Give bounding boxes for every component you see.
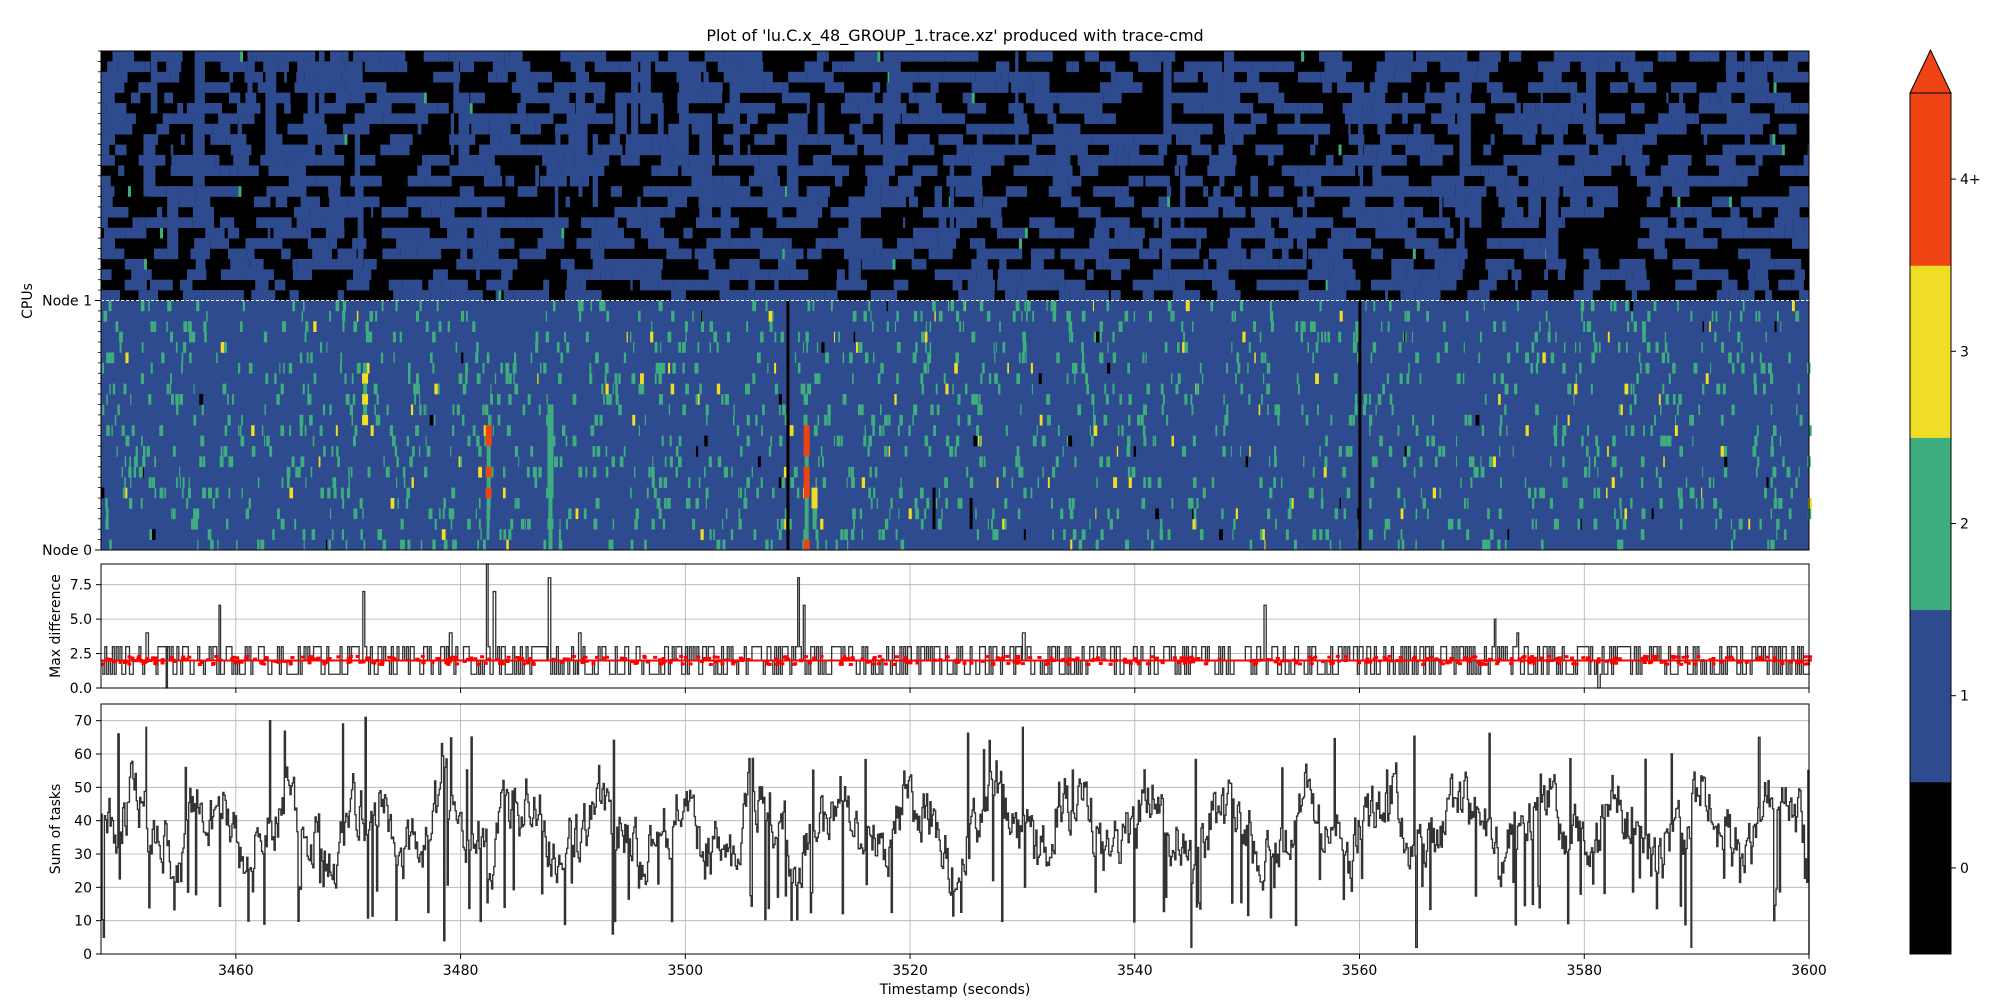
sum-series — [101, 716, 1810, 954]
sum-y-tick-label: 50 — [74, 780, 92, 796]
sum-ylabel: Sum of tasks — [48, 784, 64, 875]
sum-y-tick-label: 20 — [74, 880, 92, 896]
colorbar-segment — [1910, 437, 1951, 611]
heatmap-cells — [101, 51, 1812, 551]
maxdiff-y-tick-label: 5.0 — [70, 612, 92, 628]
heatmap-panel: Node 0 Node 1 CPUs — [20, 50, 1812, 559]
sum-x-tick-label: 3460 — [218, 963, 254, 979]
chart-title: Plot of 'lu.C.x_48_GROUP_1.trace.xz' pro… — [706, 26, 1203, 46]
maxdiff-y-tick-label: 2.5 — [70, 647, 92, 663]
sum-x-tick-label: 3500 — [667, 963, 703, 979]
maxdiff-y-tick-label: 7.5 — [70, 578, 92, 594]
maxdiff-y-tick-label: 0.0 — [70, 681, 92, 697]
sum-x-tick-label: 3540 — [1117, 963, 1153, 979]
colorbar-label: 0 — [1960, 861, 1969, 877]
sum-y-tick-label: 0 — [83, 947, 92, 963]
colorbar-segment — [1910, 265, 1951, 438]
colorbar-segment — [1910, 609, 1951, 783]
colorbar-label: 2 — [1960, 517, 1969, 533]
heatmap-y-ticks: Node 0 Node 1 — [42, 50, 101, 559]
sum-frame — [100, 703, 1810, 955]
heatmap-y-tick-label: Node 1 — [42, 294, 92, 310]
sum-y-tick-label: 60 — [74, 747, 92, 763]
sum-y-tick-label: 70 — [74, 714, 92, 730]
colorbar-segment — [1910, 93, 1951, 266]
heatmap-frame — [100, 50, 1810, 551]
colorbar-extend-arrow — [1909, 48, 1952, 94]
colorbar-label: 3 — [1960, 344, 1969, 360]
sum-xlabel: Timestamp (seconds) — [879, 982, 1031, 998]
sum-line — [101, 716, 1810, 954]
maxdiff-panel: 0.0 2.5 5.0 7.5 Max difference — [48, 563, 1813, 697]
sum-y-tick-label: 30 — [74, 847, 92, 863]
heatmap-ylabel: CPUs — [20, 283, 36, 319]
sum-x-tick-label: 3480 — [443, 963, 479, 979]
colorbar-segment — [1910, 781, 1951, 955]
sum-y-ticks: 0 10 20 30 40 50 60 70 — [74, 714, 101, 963]
sum-x-tick-label: 3600 — [1791, 963, 1827, 979]
maxdiff-ylabel: Max difference — [48, 574, 64, 678]
sum-x-ticks: 3460 3480 3500 3520 3540 3560 3580 3600 — [218, 954, 1827, 979]
sum-x-tick-label: 3520 — [892, 963, 928, 979]
maxdiff-series — [101, 563, 1813, 689]
maxdiff-y-ticks: 0.0 2.5 5.0 7.5 — [70, 578, 1810, 697]
sum-y-tick-label: 10 — [74, 914, 92, 930]
sum-x-tick-label: 3560 — [1342, 963, 1378, 979]
colorbar-label: 1 — [1960, 689, 1969, 705]
sum-x-tick-label: 3580 — [1566, 963, 1602, 979]
sum-y-tick-label: 40 — [74, 814, 92, 830]
sum-panel: 0 10 20 30 40 50 60 70 3460 3480 3500 3520 3540 3560… — [48, 703, 1827, 998]
colorbar: 0 1 2 3 4+ — [1909, 48, 1981, 955]
heatmap-y-tick-label: Node 0 — [42, 543, 92, 559]
maxdiff-frame — [100, 563, 1810, 689]
colorbar-label: 4+ — [1960, 172, 1981, 188]
